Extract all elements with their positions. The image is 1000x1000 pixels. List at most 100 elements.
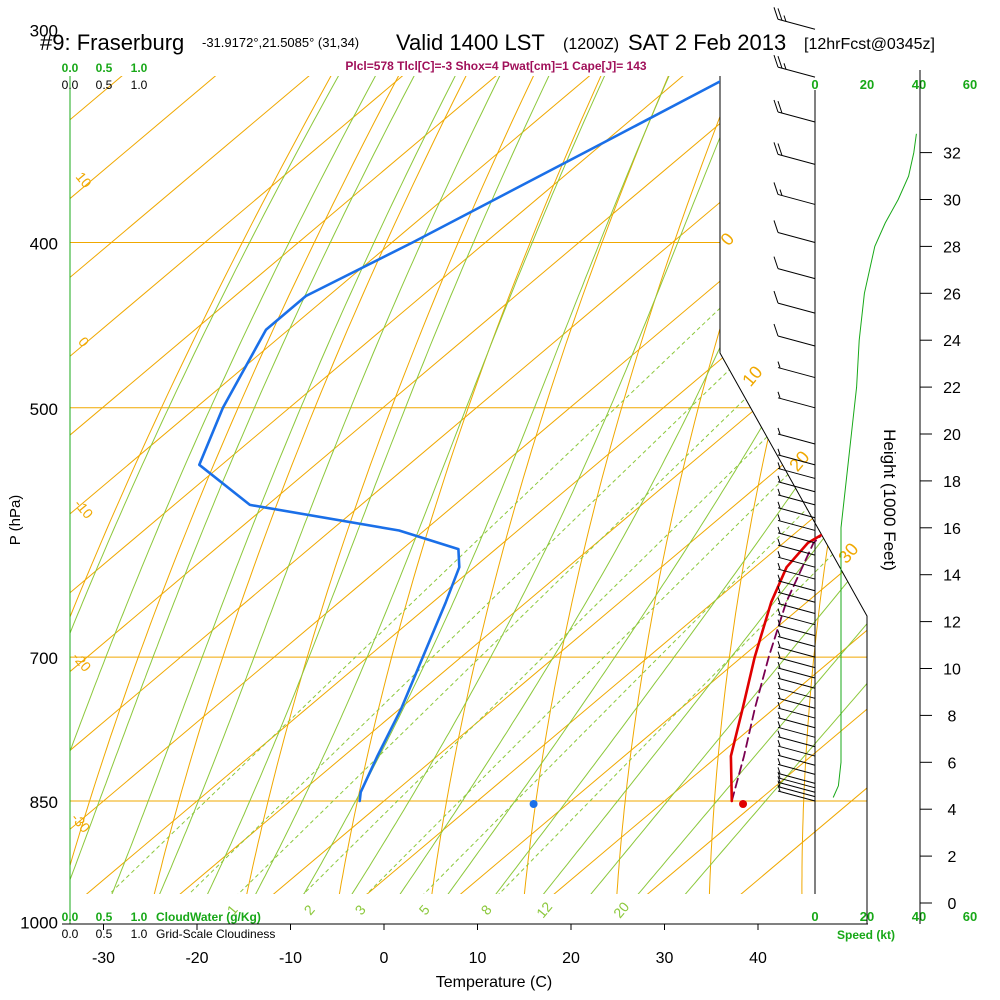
speed-scale-top: 60 bbox=[963, 77, 977, 92]
mixing-ratio-label: 8 bbox=[478, 902, 495, 918]
dry-adiabat bbox=[981, 0, 1000, 958]
moist-adiabat bbox=[568, 76, 867, 894]
cloudwater-scale-bottom: 1.0 bbox=[131, 910, 148, 924]
height-tick-label: 8 bbox=[948, 708, 957, 725]
cloudiness-scale-bottom: 0.5 bbox=[96, 927, 113, 941]
wind-barb bbox=[773, 256, 816, 280]
stability-indices: Plcl=578 Tlcl[C]=-3 Shox=4 Pwat[cm]=1 Ca… bbox=[345, 59, 646, 73]
height-axis-label: Height (1000 Feet) bbox=[880, 429, 899, 571]
p-tick-label: 850 bbox=[30, 793, 58, 812]
moist-adiabat bbox=[70, 76, 462, 894]
isotherm-label: -10 bbox=[71, 496, 96, 522]
wind-barb bbox=[777, 767, 816, 784]
cloudiness-scale-bottom: 0.0 bbox=[62, 927, 79, 941]
height-tick-label: 10 bbox=[943, 662, 961, 679]
wind-barb bbox=[777, 427, 816, 445]
wind-barb bbox=[777, 597, 816, 615]
mixing-ratio-line bbox=[80, 242, 790, 894]
height-tick-label: 28 bbox=[943, 239, 961, 256]
cloudiness-label: Grid-Scale Cloudiness bbox=[156, 927, 275, 941]
height-tick-label: 22 bbox=[943, 380, 961, 397]
surface-temperature-dot bbox=[739, 800, 748, 808]
speed-scale-top: 20 bbox=[860, 77, 874, 92]
wind-barb bbox=[777, 692, 816, 709]
dry-adiabat bbox=[423, 76, 766, 894]
mixing-ratio-label: 2 bbox=[301, 902, 318, 918]
cloudwater-scale-bottom: 0.0 bbox=[62, 910, 79, 924]
height-tick-label: 4 bbox=[948, 802, 957, 819]
wind-barb bbox=[777, 574, 816, 592]
moist-adiabat-label: 30 bbox=[834, 539, 862, 567]
moist-adiabat bbox=[474, 76, 867, 894]
isotherm bbox=[384, 76, 867, 894]
height-tick-label: 0 bbox=[948, 896, 957, 913]
mixing-ratio-line bbox=[275, 242, 867, 894]
height-tick-label: 16 bbox=[943, 521, 961, 538]
dewpoint-trace bbox=[198, 76, 867, 803]
wind-barb bbox=[777, 538, 816, 556]
cloudwater-scale-bottom: 0.5 bbox=[96, 910, 113, 924]
moist-adiabat-label: 10 bbox=[738, 362, 766, 390]
mixing-ratio-label: 20 bbox=[610, 899, 632, 921]
forecast-date: SAT 2 Feb 2013 bbox=[628, 30, 786, 55]
wind-barb bbox=[777, 462, 816, 479]
x-tick-label: -20 bbox=[185, 950, 208, 967]
dry-adiabat bbox=[801, 76, 867, 894]
moist-adiabat bbox=[427, 76, 867, 894]
isotherm-label: -30 bbox=[68, 810, 93, 836]
wind-barb bbox=[773, 7, 816, 30]
cloudwater-scale-top: 0.5 bbox=[96, 61, 113, 75]
wind-barb bbox=[777, 630, 816, 647]
wind-barb bbox=[777, 711, 816, 729]
moist-adiabat bbox=[100, 76, 570, 894]
wind-speed-profile bbox=[832, 133, 917, 798]
wind-barb bbox=[777, 488, 816, 506]
wind-barb bbox=[773, 182, 816, 205]
wind-barb bbox=[777, 651, 816, 669]
moist-adiabat-label: 20 bbox=[785, 447, 813, 475]
mixing-ratio-line bbox=[339, 242, 867, 894]
cloudwater-scale-top: 0.0 bbox=[62, 61, 79, 75]
x-axis-label: Temperature (C) bbox=[436, 974, 552, 991]
wind-barb bbox=[773, 142, 816, 165]
mixing-ratio-label: 5 bbox=[416, 902, 433, 918]
wind-barb bbox=[777, 701, 816, 719]
isotherm-label: 0 bbox=[75, 334, 92, 350]
moist-adiabat bbox=[147, 76, 611, 894]
isotherm bbox=[70, 76, 842, 894]
speed-scale-top: 40 bbox=[912, 77, 926, 92]
height-tick-label: 32 bbox=[943, 146, 961, 163]
wind-barb bbox=[777, 682, 816, 699]
surface-dewpoint-dot bbox=[529, 800, 538, 808]
cloudiness-scale-top: 1.0 bbox=[131, 78, 148, 92]
isotherm bbox=[70, 76, 867, 894]
p-tick-label: 1000 bbox=[20, 913, 58, 932]
height-tick-label: 26 bbox=[943, 286, 961, 303]
wind-barb bbox=[777, 640, 816, 658]
cloudiness-scale-bottom: 1.0 bbox=[131, 927, 148, 941]
wind-barb bbox=[773, 54, 816, 78]
x-tick-label: 10 bbox=[469, 950, 487, 967]
wind-barb bbox=[777, 562, 816, 580]
isotherm bbox=[478, 76, 867, 894]
wind-barb bbox=[773, 290, 816, 314]
isotherm bbox=[571, 76, 867, 894]
speed-scale-bottom: 0 bbox=[811, 909, 818, 924]
wind-barb bbox=[777, 514, 816, 531]
moist-adiabat bbox=[70, 76, 532, 894]
moist-adiabat bbox=[380, 76, 867, 894]
cloudwater-scale-top: 1.0 bbox=[131, 61, 148, 75]
valid-time: Valid 1400 LST bbox=[396, 30, 545, 55]
p-tick-label: 700 bbox=[30, 649, 58, 668]
wind-barb bbox=[773, 99, 816, 123]
y-axis-label: P (hPa) bbox=[7, 495, 24, 546]
isotherm bbox=[104, 76, 867, 894]
zulu-time: (1200Z) bbox=[563, 36, 619, 53]
cloudiness-scale-top: 0.0 bbox=[62, 78, 79, 92]
cloudwater-label: CloudWater (g/Kg) bbox=[156, 910, 261, 924]
mixing-ratio-label: 12 bbox=[533, 899, 555, 921]
wind-barb bbox=[777, 780, 816, 798]
wind-barb bbox=[777, 391, 816, 409]
x-tick-label: 30 bbox=[656, 950, 674, 967]
mixing-ratio-label: 3 bbox=[352, 902, 369, 918]
